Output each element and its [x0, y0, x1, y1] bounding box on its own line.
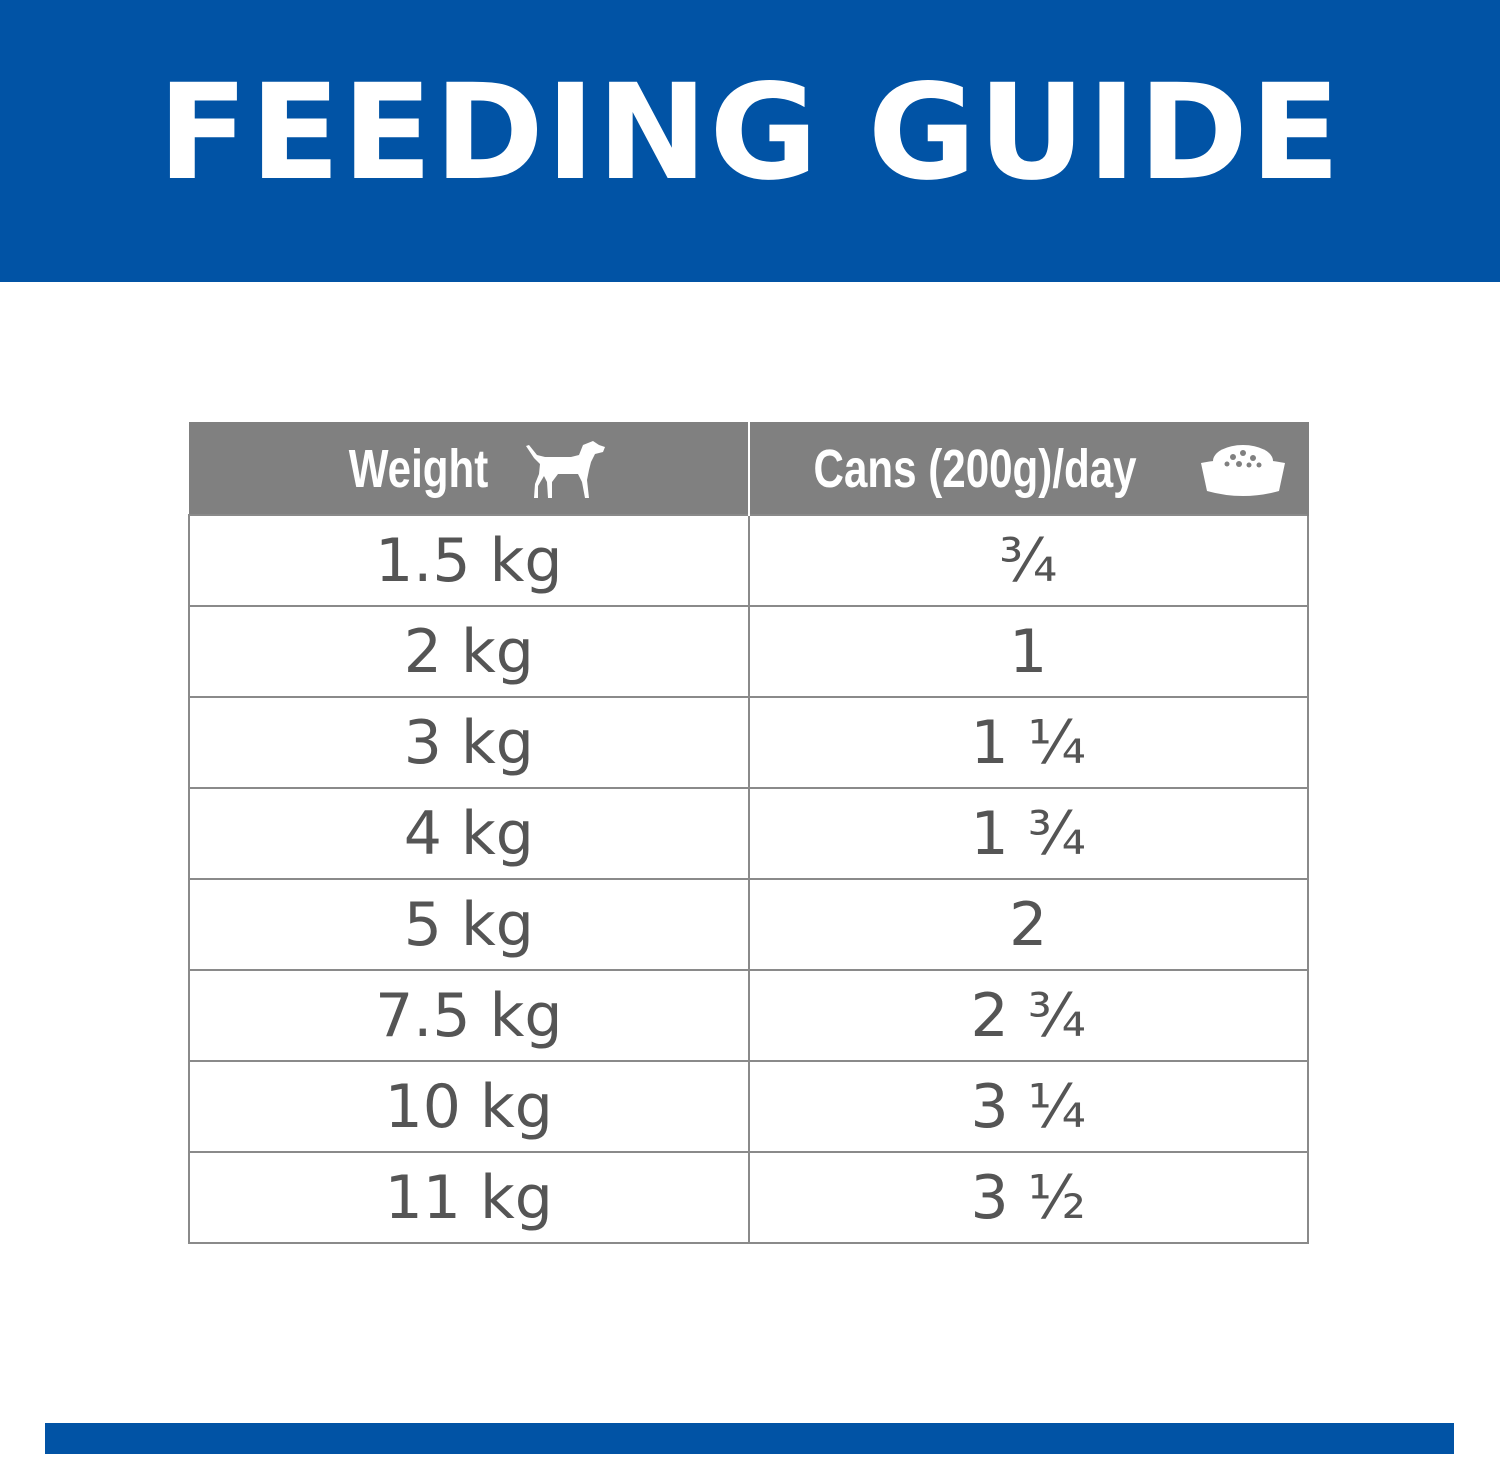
cans-cell: ¾ — [747, 514, 1309, 607]
cans-cell: 1 — [747, 605, 1309, 698]
cans-cell: 3 ¼ — [747, 1060, 1309, 1153]
column-header: Cans (200g)/day — [748, 422, 1309, 515]
footer-bar — [45, 1423, 1454, 1454]
feeding-table: Weight Cans (200g)/day 1.5 kg ¾ 2 kg 1 3 kg 1… — [188, 422, 1309, 1244]
cans-cell: 3 ½ — [747, 1151, 1309, 1244]
column-label: Weight — [348, 439, 489, 500]
weight-cell: 7.5 kg — [188, 969, 750, 1062]
bowl-icon — [1200, 445, 1285, 497]
table-row: 1.5 kg ¾ — [188, 514, 1309, 607]
cans-cell: 1 ¼ — [747, 696, 1309, 789]
weight-cell: 2 kg — [188, 605, 750, 698]
column-header: Weight — [189, 422, 750, 515]
table-row: 5 kg 2 — [188, 878, 1309, 971]
weight-cell: 10 kg — [188, 1060, 750, 1153]
cans-cell: 1 ¾ — [747, 787, 1309, 880]
table-row: 4 kg 1 ¾ — [188, 787, 1309, 880]
cans-cell: 2 — [747, 878, 1309, 971]
header-banner: FEEDING GUIDE — [0, 0, 1500, 282]
weight-cell: 3 kg — [188, 696, 750, 789]
weight-cell: 5 kg — [188, 878, 750, 971]
weight-cell: 11 kg — [188, 1151, 750, 1244]
header-row: Weight Cans (200g)/day — [189, 422, 1309, 515]
table-row: 2 kg 1 — [188, 605, 1309, 698]
table-row: 10 kg 3 ¼ — [188, 1060, 1309, 1153]
title: FEEDING GUIDE — [157, 56, 1343, 210]
table-row: 3 kg 1 ¼ — [188, 696, 1309, 789]
dog-icon — [526, 441, 606, 499]
weight-cell: 1.5 kg — [188, 514, 750, 607]
cans-cell: 2 ¾ — [747, 969, 1309, 1062]
column-label: Cans (200g)/day — [813, 439, 1137, 500]
table-row: 7.5 kg 2 ¾ — [188, 969, 1309, 1062]
weight-cell: 4 kg — [188, 787, 750, 880]
table-row: 11 kg 3 ½ — [188, 1151, 1309, 1244]
